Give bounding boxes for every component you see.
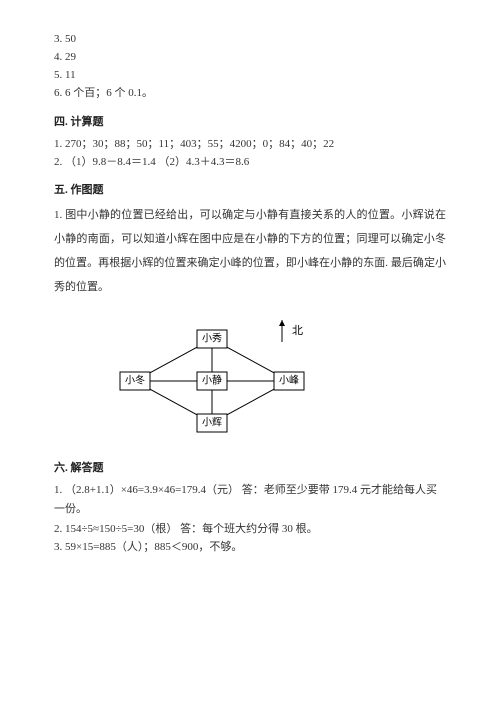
north-label: 北 bbox=[292, 324, 303, 337]
diagram-edge bbox=[150, 389, 197, 415]
section-6-title: 六. 解答题 bbox=[54, 459, 446, 475]
diagram-node-label-dong: 小冬 bbox=[125, 373, 145, 386]
diagram-node-label-hui: 小辉 bbox=[202, 416, 222, 428]
north-arrow-head bbox=[279, 320, 285, 326]
diagram-node-label-xiu: 小秀 bbox=[202, 332, 222, 344]
diagram-node-label-feng: 小峰 bbox=[279, 374, 299, 386]
ans-6: 6. 6 个百；6 个 0.1。 bbox=[54, 84, 446, 102]
ans-3: 3. 50 bbox=[54, 30, 446, 48]
ans-4: 4. 29 bbox=[54, 48, 446, 66]
s6-line2: 2. 154÷5≈150÷5=30（根） 答：每个班大约分得 30 根。 bbox=[54, 520, 446, 538]
diagram-edge bbox=[227, 347, 274, 373]
ans-5: 5. 11 bbox=[54, 66, 446, 84]
section-5-title: 五. 作图题 bbox=[54, 181, 446, 197]
diagram-edge bbox=[227, 389, 274, 415]
page: 3. 50 4. 29 5. 11 6. 6 个百；6 个 0.1。 四. 计算… bbox=[0, 0, 500, 556]
s6-line1: 1. （2.8+1.1）×46=3.9×46=179.4（元） 答：老师至少要带… bbox=[54, 481, 446, 521]
s6-line3: 3. 59×15=885（人）；885＜900，不够。 bbox=[54, 538, 446, 556]
section-4-title: 四. 计算题 bbox=[54, 113, 446, 129]
s4-line1: 1. 270；30；88；50；11；403；55；4200；0；84；40；2… bbox=[54, 135, 446, 153]
diagram-node-label-jing: 小静 bbox=[202, 373, 222, 386]
diagram-edge bbox=[150, 347, 197, 373]
diagram-svg: 小秀小冬 小静 小峰小辉 北 bbox=[102, 312, 332, 444]
relationship-diagram: 小秀小冬 小静 小峰小辉 北 bbox=[102, 312, 446, 449]
s4-line2: 2. （1）9.8－8.4＝1.4 （2）4.3＋4.3＝8.6 bbox=[54, 153, 446, 171]
s5-para: 1. 图中小静的位置已经给出，可以确定与小静有直接关系的人的位置。小辉说在小静的… bbox=[54, 203, 446, 300]
